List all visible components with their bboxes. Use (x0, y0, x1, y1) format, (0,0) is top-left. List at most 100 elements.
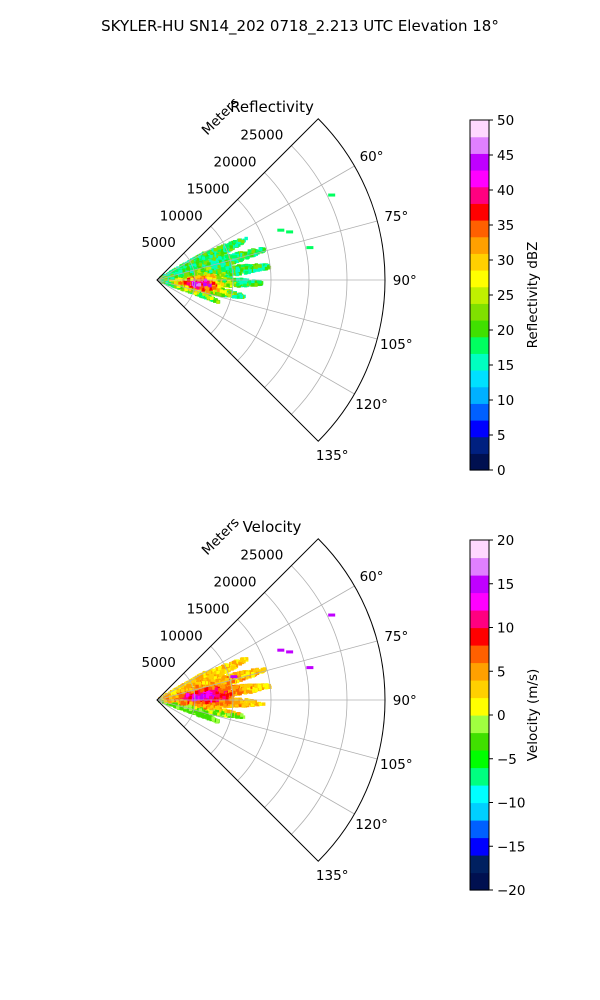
echo-cell (209, 690, 213, 694)
echo-cell (216, 292, 220, 296)
echo-cell (243, 280, 248, 285)
echo-cell (253, 268, 257, 273)
echo-cell (189, 283, 194, 287)
echo-cell (209, 277, 213, 281)
echo-cell (183, 708, 187, 712)
echo-cell (210, 260, 214, 264)
echo-cell (239, 715, 243, 719)
echo-cell (197, 283, 202, 287)
echo-cell (249, 670, 253, 674)
echo-cell (212, 691, 216, 696)
echo-cell (198, 262, 203, 267)
echo-cell (215, 286, 219, 291)
echo-cell (221, 677, 225, 681)
echo-cell (206, 295, 210, 300)
echo-cell (227, 249, 231, 253)
echo-cell (215, 709, 219, 713)
echo-cell (211, 251, 216, 256)
echo-cell (177, 277, 182, 282)
colorbar-tick-label: 5 (497, 428, 506, 444)
echo-cell (223, 248, 227, 253)
echo-cell (248, 264, 252, 268)
echo-cell (218, 700, 223, 704)
colorbar-segment (470, 453, 489, 471)
echo-cell (247, 683, 251, 688)
echo-cell (219, 245, 223, 249)
echo-cell (171, 269, 175, 273)
echo-cell (208, 283, 212, 288)
echo-cell (256, 249, 260, 254)
echo-cell (244, 270, 248, 275)
echo-cell (192, 263, 197, 267)
echo-cell (239, 295, 243, 299)
echo-cell (236, 295, 241, 299)
colorbar-segment (470, 220, 489, 238)
echo-cell (233, 259, 237, 263)
echo-cell (191, 274, 196, 278)
echo-cell (199, 292, 203, 297)
echo-cell (214, 671, 218, 675)
echo-cell (210, 291, 215, 295)
echo-cell (251, 674, 255, 678)
echo-cell (167, 272, 171, 276)
echo-cell (234, 663, 238, 668)
echo-cell (251, 249, 255, 253)
echo-cell (205, 293, 209, 298)
echo-cell (199, 693, 203, 697)
echo-cell (229, 283, 234, 288)
echo-cell (224, 700, 228, 704)
echo-cell (174, 274, 178, 279)
echo-cell (208, 258, 212, 263)
echo-cell (218, 709, 222, 713)
azimuth-spoke (156, 165, 355, 281)
echo-cell (187, 260, 191, 264)
echo-cell (209, 717, 213, 721)
echo-cell (190, 269, 194, 274)
radial-axis-label: Meters (199, 95, 243, 139)
echo-cell (196, 275, 201, 279)
echo-cell (227, 281, 231, 285)
echo-cell (213, 689, 218, 694)
echo-cell (277, 228, 285, 232)
echo-cell (223, 277, 227, 281)
echo-cell (250, 699, 254, 703)
echo-cell (220, 248, 224, 253)
echo-cell (174, 285, 178, 289)
echo-cell (173, 270, 178, 274)
echo-cell (228, 294, 232, 298)
echo-cell (231, 265, 236, 270)
echo-cell (209, 250, 213, 255)
echo-cell (250, 668, 255, 672)
echo-cell (244, 263, 249, 268)
colorbar-tick-label: 20 (497, 323, 514, 339)
echo-cell (190, 277, 194, 281)
echo-cell (252, 700, 256, 705)
echo-cell (225, 262, 230, 267)
echo-cell (207, 262, 211, 266)
echo-cell (235, 679, 240, 684)
echo-cell (235, 266, 240, 270)
colorbar-tick-label: 25 (497, 288, 514, 304)
echo-cell (229, 269, 234, 273)
echo-cell (244, 251, 248, 255)
echo-cell (264, 266, 268, 271)
echo-cell (186, 681, 190, 685)
echo-cell (267, 684, 271, 688)
echo-cell (206, 694, 210, 699)
echo-cell (243, 283, 247, 287)
echo-cell (235, 700, 239, 705)
echo-cell (235, 244, 239, 248)
echo-cell (205, 267, 209, 271)
echo-cell (203, 283, 207, 287)
echo-cell (221, 699, 226, 704)
echo-cell (193, 256, 197, 261)
colorbar-tick-label: 40 (497, 183, 514, 199)
echo-cell (218, 707, 222, 711)
echo-cell (220, 282, 224, 286)
echo-cell (184, 262, 189, 267)
echo-cell (198, 286, 203, 290)
echo-cell (242, 677, 246, 681)
echo-cell (212, 268, 216, 272)
echo-cell (241, 715, 246, 719)
